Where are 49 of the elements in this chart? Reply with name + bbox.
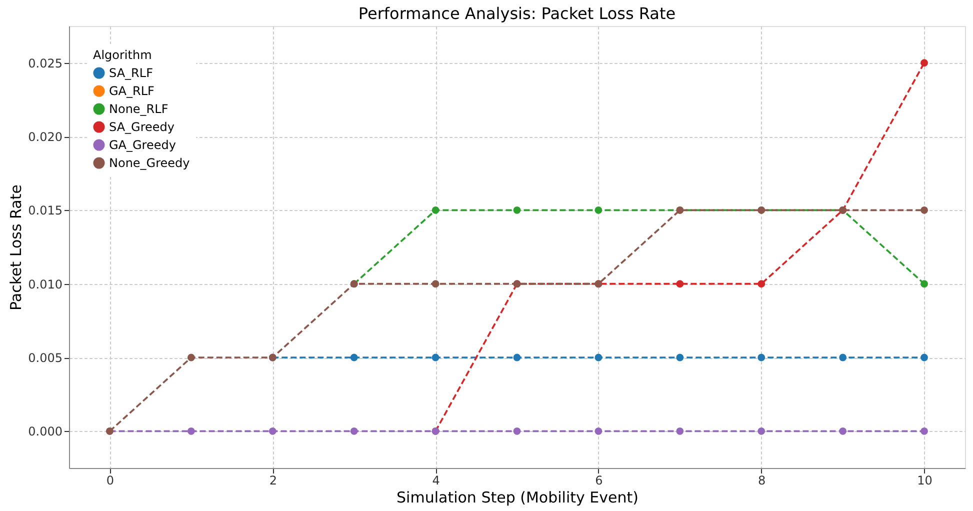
point — [187, 427, 195, 435]
y-tick-label: 0.010 — [28, 277, 62, 292]
y-tick-label: 0.020 — [28, 130, 62, 144]
point — [758, 427, 766, 435]
y-tick-label: 0.000 — [28, 424, 62, 439]
x-tick-label: 10 — [917, 474, 932, 488]
point — [758, 354, 766, 362]
y-tick-label: 0.025 — [28, 56, 62, 70]
legend-label: SA_Greedy — [109, 120, 175, 134]
legend-label: None_RLF — [109, 102, 168, 116]
point — [839, 427, 847, 435]
point — [350, 427, 358, 435]
x-tick-label: 0 — [106, 474, 114, 488]
x-axis-title: Simulation Step (Mobility Event) — [396, 488, 638, 506]
point — [268, 427, 276, 435]
legend-label: GA_Greedy — [109, 138, 176, 152]
y-axis-title: Packet Loss Rate — [7, 184, 26, 310]
chart-title: Performance Analysis: Packet Loss Rate — [358, 4, 676, 23]
point — [920, 354, 928, 362]
legend-title: Algorithm — [93, 48, 152, 62]
point — [920, 59, 928, 67]
point — [676, 280, 684, 288]
point — [920, 280, 928, 288]
point — [676, 427, 684, 435]
point — [513, 354, 521, 362]
point — [676, 354, 684, 362]
point — [920, 206, 928, 214]
point — [513, 206, 521, 214]
x-tick-label: 8 — [758, 474, 766, 488]
point — [432, 206, 440, 214]
point — [839, 354, 847, 362]
legend-label: SA_RLF — [109, 66, 154, 80]
point — [920, 427, 928, 435]
point — [594, 427, 602, 435]
x-tick-label: 4 — [432, 474, 440, 488]
point — [758, 280, 766, 288]
x-tick-label: 6 — [595, 474, 603, 488]
point — [513, 427, 521, 435]
y-tick-label: 0.015 — [28, 204, 62, 218]
point — [350, 354, 358, 362]
legend-label: GA_RLF — [109, 84, 155, 98]
point — [187, 354, 195, 362]
point — [432, 354, 440, 362]
legend-label: None_Greedy — [109, 156, 190, 170]
point — [432, 280, 440, 288]
x-tick-label: 2 — [269, 474, 277, 488]
point — [594, 354, 602, 362]
y-tick-label: 0.005 — [28, 351, 62, 365]
point — [594, 206, 602, 214]
